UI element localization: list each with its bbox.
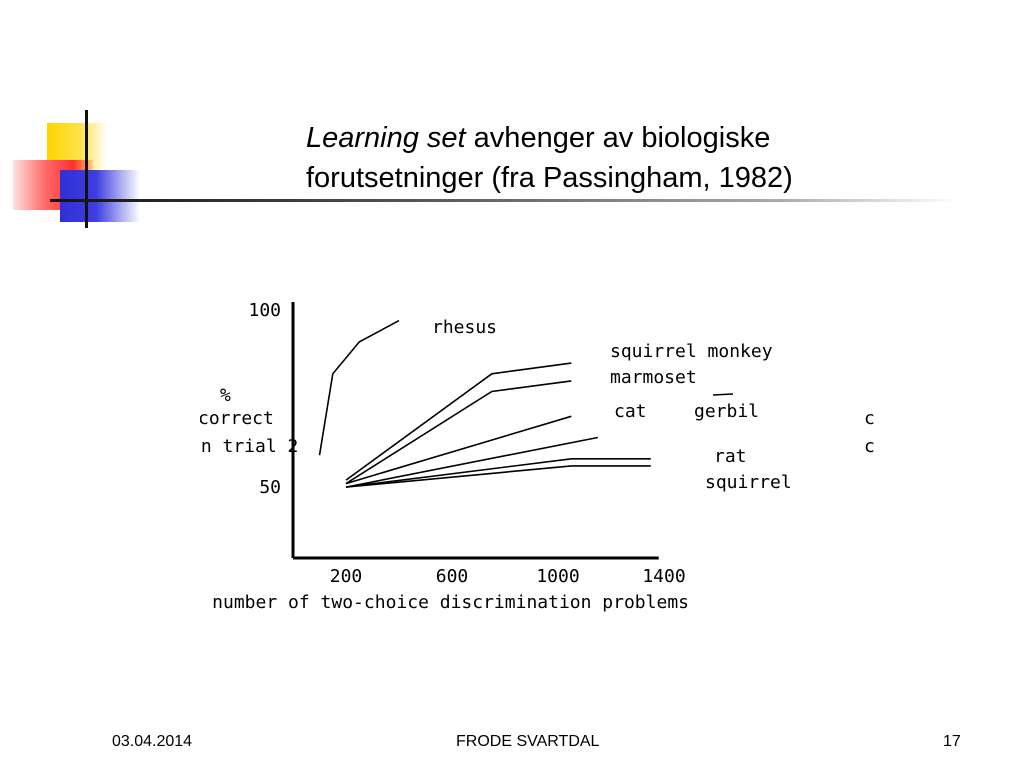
y-tick-label: 50 (259, 477, 281, 498)
series-line-gerbil (345, 436, 598, 488)
series-label: cat (614, 401, 647, 422)
title-line-2: forutsetninger (fra Passingham, 1982) (306, 162, 793, 194)
series-label: rhesus (432, 317, 497, 338)
footer-date: 03.04.2014 (112, 733, 193, 750)
series-label: squirrel monkey (610, 341, 773, 362)
chart-axes (291, 302, 659, 560)
deco-vertical-line (85, 110, 88, 228)
series-label: rat (714, 446, 747, 467)
y-axis-label-line: correct (200, 408, 274, 429)
footer-page-number: 17 (943, 733, 961, 750)
slide-title: Learning set avhenger av biologiske foru… (306, 118, 793, 198)
series-line-rhesus (318, 319, 400, 456)
series-label: squirrel (705, 472, 792, 493)
series-line-cat (345, 415, 572, 485)
title-line-1: Learning set avhenger av biologiske (306, 118, 793, 158)
x-axis-label: number of two-choice discrimination prob… (212, 592, 689, 613)
cropped-fragment: c (864, 436, 875, 457)
title-rest: avhenger av biologiske (465, 122, 771, 154)
title-italic: Learning set (306, 122, 466, 154)
label-leader-line (712, 393, 734, 396)
y-tick-label: 100 (248, 300, 281, 321)
x-tick-label: 600 (436, 566, 469, 587)
chart-series-layer (318, 319, 734, 488)
series-line-rat (345, 458, 651, 488)
title-underline (50, 199, 960, 202)
series-line-squirrel-monkey (345, 362, 572, 481)
series-line-marmoset (345, 380, 572, 485)
series-label: marmoset (610, 367, 697, 388)
series-label: gerbil (694, 401, 759, 422)
deco-blue-square (60, 170, 140, 222)
series-line-squirrel (345, 465, 651, 488)
footer-author: FRODE SVARTDAL (456, 733, 600, 750)
learning-set-chart: 200 600 1000 1400 50 100 number of two-choice … (200, 300, 875, 613)
x-tick-label: 1000 (536, 566, 579, 587)
y-axis-label-line: % (220, 385, 231, 406)
x-tick-label: 1400 (642, 566, 685, 587)
cropped-fragment: c (864, 408, 875, 429)
chart-labels-layer: 200 600 1000 1400 50 100 number of two-choice … (200, 300, 792, 613)
x-tick-label: 200 (330, 566, 363, 587)
y-axis-label-line: on trial 2 (200, 436, 298, 457)
